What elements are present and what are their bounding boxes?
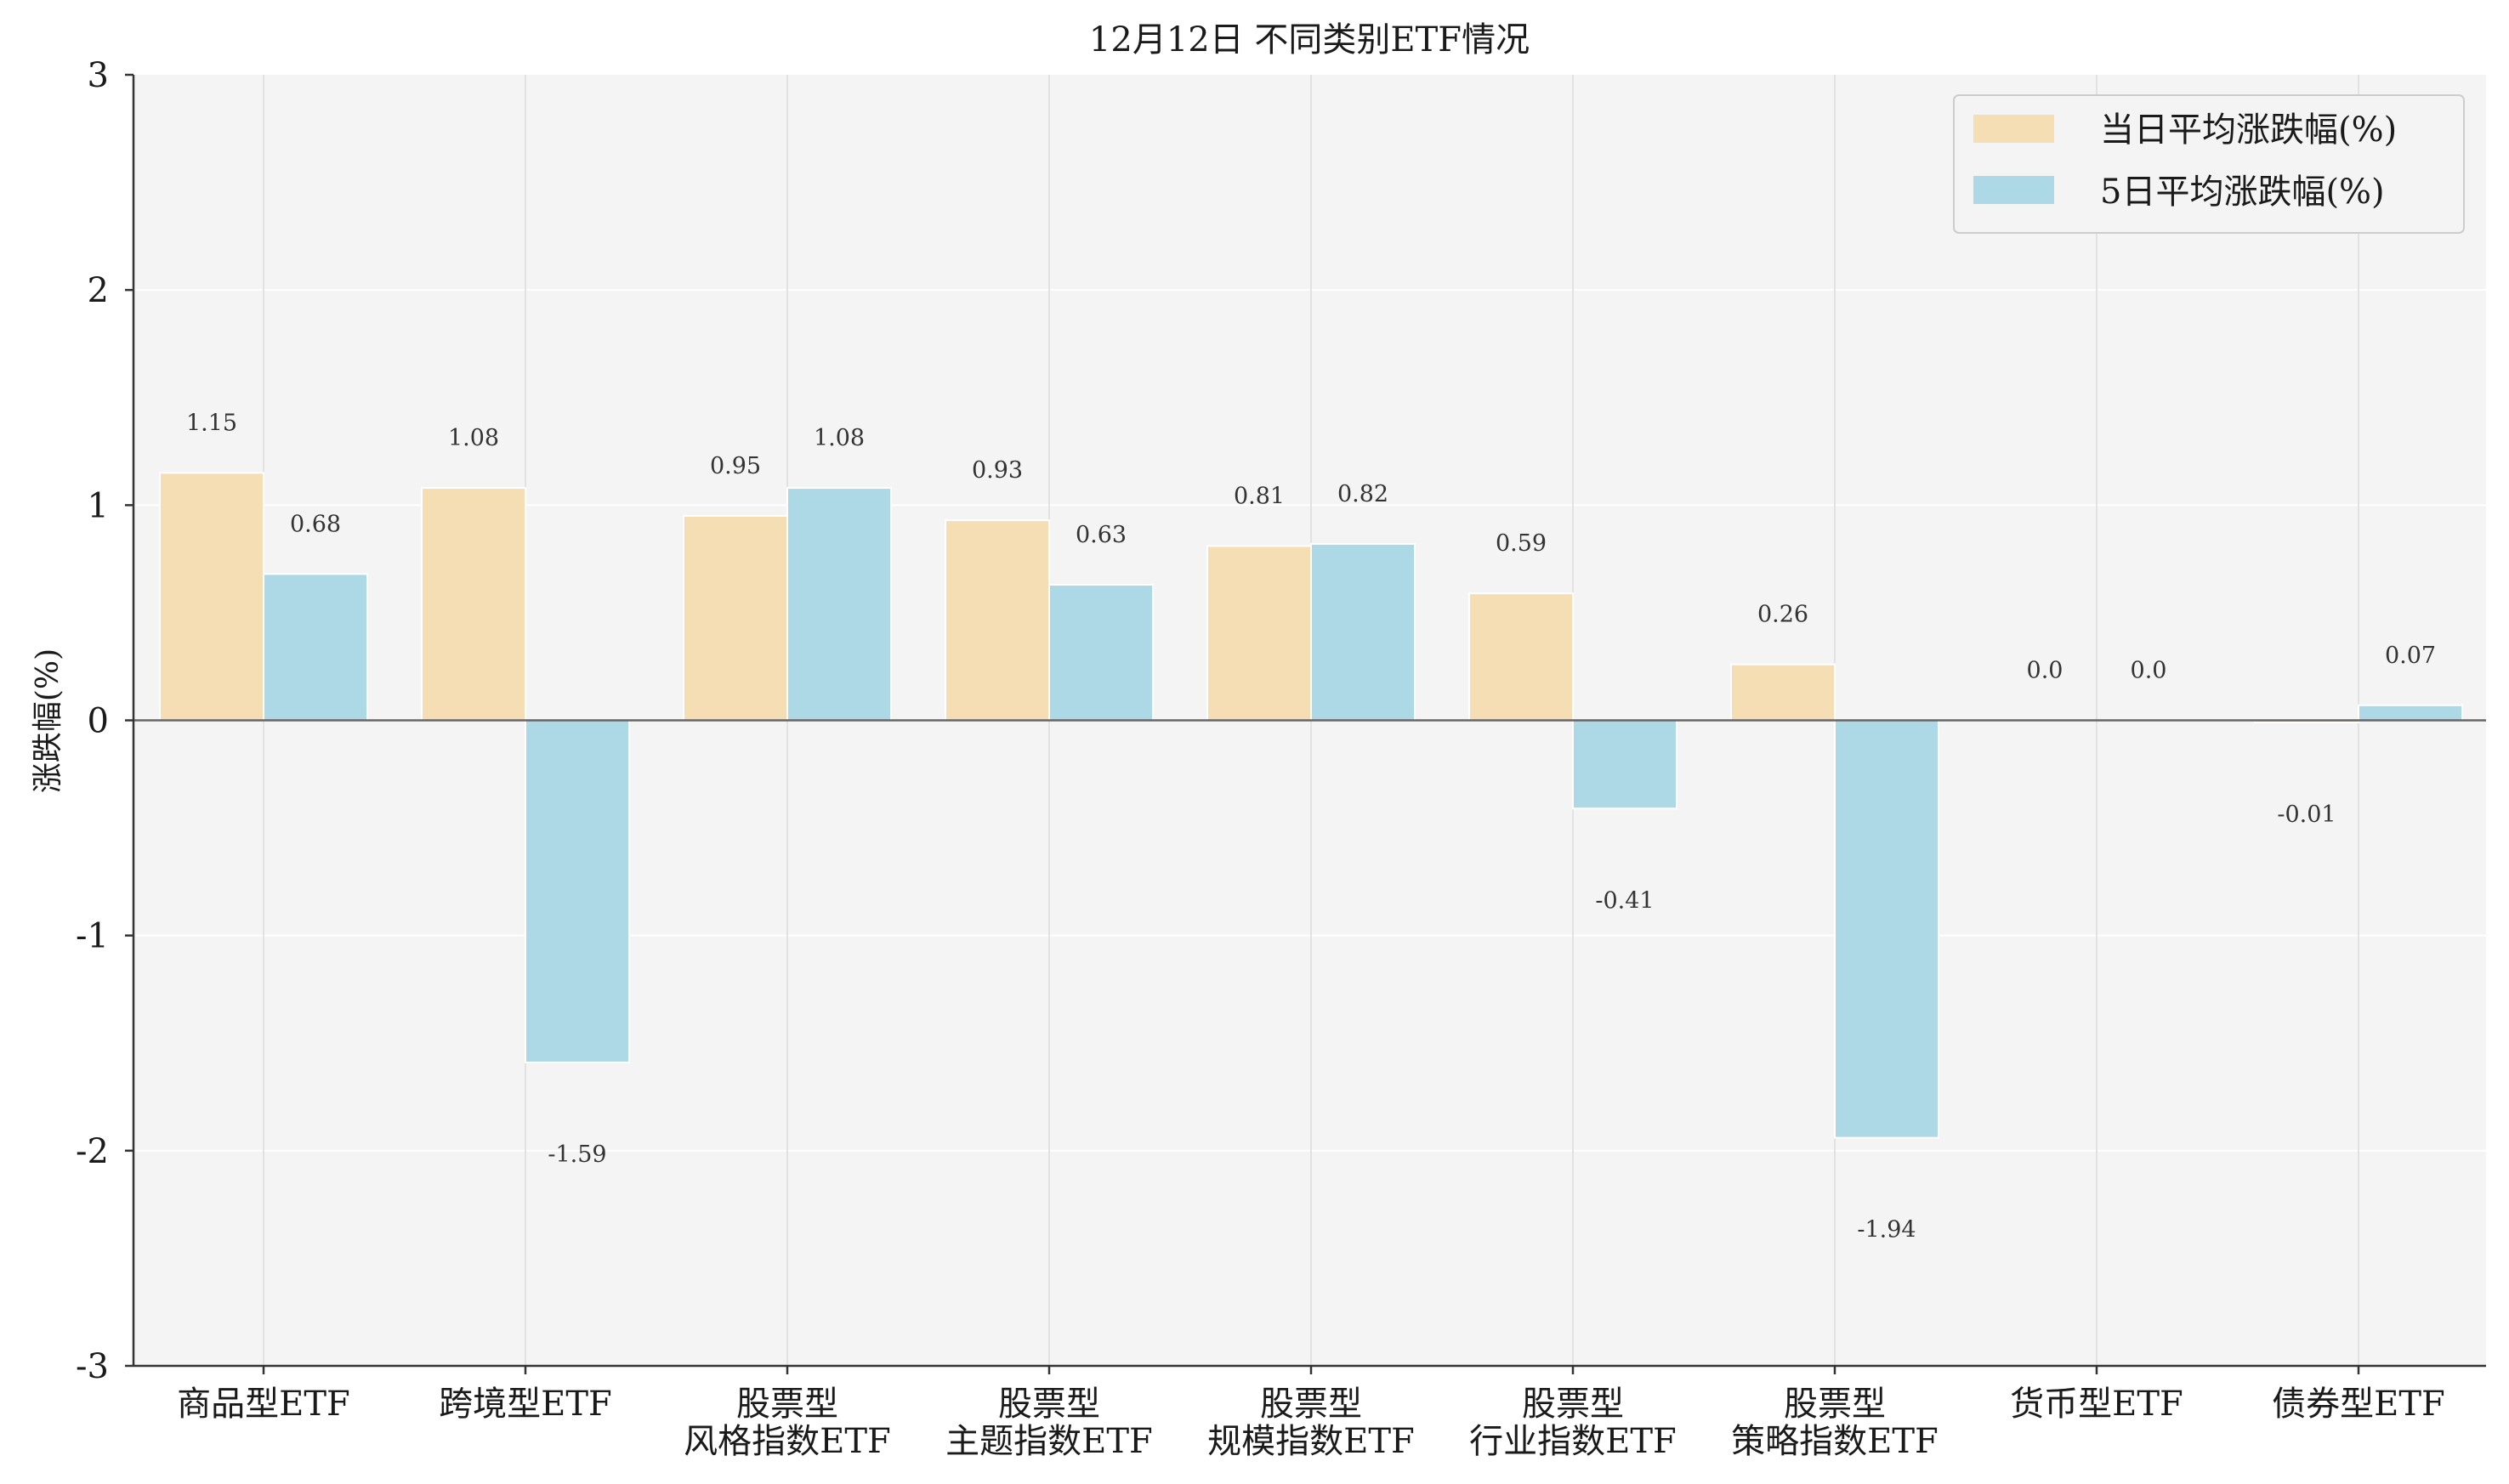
y-tick-label: 2 <box>88 271 109 310</box>
bar-daily <box>1730 663 1836 722</box>
data-label: 0.95 <box>710 453 761 479</box>
x-tick-label: 商品型ETF <box>177 1385 350 1424</box>
data-label: 1.08 <box>448 425 499 451</box>
data-label: 0.82 <box>1337 481 1388 507</box>
data-label: 0.07 <box>2385 643 2436 669</box>
y-tick-label: 3 <box>88 56 109 95</box>
bars-group <box>159 472 2463 1139</box>
x-tick-label: 股票型 <box>1784 1385 1886 1424</box>
bar-daily <box>421 487 526 722</box>
data-label: -0.41 <box>1595 887 1654 914</box>
legend-swatch-daily <box>1973 115 2054 143</box>
legend: 当日平均涨跌幅(%) 5日平均涨跌幅(%) <box>1953 94 2465 234</box>
data-label: 0.63 <box>1076 522 1127 548</box>
x-tick-label: 股票型 <box>1522 1385 1624 1424</box>
chart-title: 12月12日 不同类别ETF情况 <box>1089 20 1530 59</box>
bar-5day <box>263 573 368 722</box>
bar-daily <box>159 472 264 722</box>
bar-daily <box>1468 592 1574 722</box>
bar-5day <box>1834 719 1939 1139</box>
y-tick-label: -1 <box>76 917 109 956</box>
y-tick-label: -2 <box>76 1132 109 1171</box>
data-label: 0.59 <box>1496 530 1547 557</box>
legend-label-5day: 5日平均涨跌幅(%) <box>2100 173 2385 212</box>
bar-5day <box>1048 584 1154 722</box>
y-tick-labels: -3 -2 -1 0 1 2 3 <box>76 56 133 1386</box>
x-tick-label: 策略指数ETF <box>1731 1422 1939 1461</box>
data-label: 0.81 <box>1234 483 1285 509</box>
x-tick-label: 跨境型ETF <box>439 1385 612 1424</box>
data-label: 1.15 <box>186 410 237 436</box>
x-tick-label: 债券型ETF <box>2272 1385 2445 1424</box>
data-label: 0.0 <box>2027 658 2063 684</box>
x-tick-label: 主题指数ETF <box>945 1422 1153 1461</box>
legend-box <box>1953 94 2465 234</box>
data-label: 0.26 <box>1757 602 1808 628</box>
x-tick-label: 股票型 <box>736 1385 838 1424</box>
y-tick-label: -3 <box>76 1347 109 1386</box>
data-label: 0.0 <box>2131 658 2167 684</box>
x-tick-label: 股票型 <box>998 1385 1100 1424</box>
x-tick-label: 风格指数ETF <box>684 1422 891 1461</box>
x-tick-label: 货币型ETF <box>2010 1385 2183 1424</box>
bar-5day <box>1310 542 1416 722</box>
x-tick-labels: 商品型ETF 跨境型ETF 股票型风格指数ETF股票型主题指数ETF股票型规模指数E… <box>177 1366 2445 1461</box>
legend-swatch-5day <box>1973 176 2054 204</box>
bar-daily <box>1206 545 1312 722</box>
y-tick-label: 1 <box>88 486 109 525</box>
y-tick-label: 0 <box>88 702 109 741</box>
x-tick-label: 规模指数ETF <box>1207 1422 1415 1461</box>
data-label: -1.59 <box>548 1141 606 1168</box>
data-label: 0.68 <box>290 511 341 537</box>
data-labels: 1.15 1.08 0.95 0.93 0.81 0.59 0.26 0.0 -0.01 0.68… <box>186 410 2436 1243</box>
bar-5day <box>1572 719 1677 810</box>
bar-5day <box>525 719 630 1064</box>
bar-5day <box>786 487 892 722</box>
x-tick-label: 股票型 <box>1260 1385 1362 1424</box>
legend-label-daily: 当日平均涨跌幅(%) <box>2100 110 2397 150</box>
data-label: -1.94 <box>1857 1217 1916 1243</box>
x-tick-label: 行业指数ETF <box>1469 1422 1677 1461</box>
bar-5day <box>2358 704 2463 722</box>
data-label: 0.93 <box>972 457 1023 484</box>
bar-daily <box>683 514 788 722</box>
data-label: 1.08 <box>814 425 865 451</box>
data-label: -0.01 <box>2277 801 2336 828</box>
bar-daily <box>945 519 1050 722</box>
y-axis-label: 涨跌幅(%) <box>31 649 65 793</box>
